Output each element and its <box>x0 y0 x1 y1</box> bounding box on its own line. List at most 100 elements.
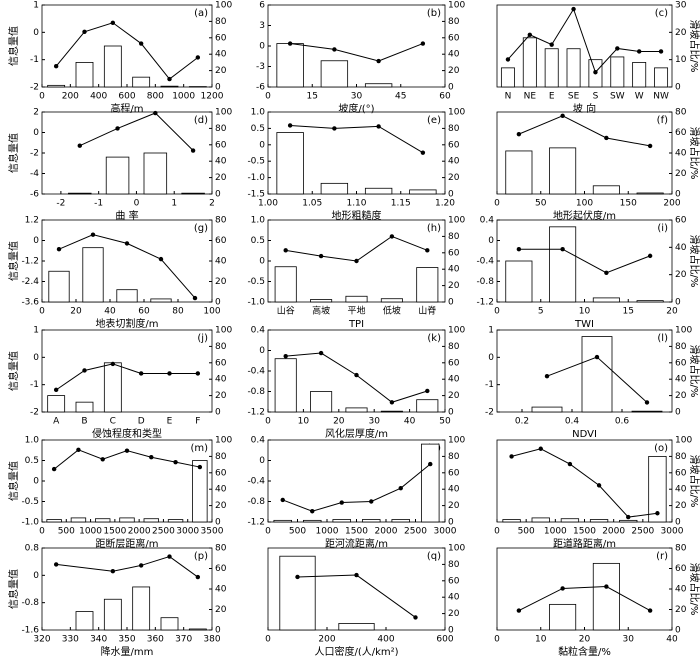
x-tick-label: 20 <box>70 307 82 317</box>
bar <box>276 132 304 195</box>
y-tick-label: 0.5 <box>251 236 265 246</box>
point <box>110 20 116 25</box>
y-tick-label: 1.0 <box>25 436 40 446</box>
point <box>354 258 359 264</box>
point <box>124 448 130 453</box>
point <box>77 143 82 148</box>
point <box>626 514 631 520</box>
y-tick-label: 0.5 <box>251 124 265 134</box>
x-tick-label: 1.00 <box>258 199 278 209</box>
x-tick-label: 2500 <box>631 527 654 537</box>
y-tick-label: -0.4 <box>247 367 265 377</box>
x-tick-label: 60 <box>439 92 451 102</box>
y2-tick-label: 60 <box>448 576 460 586</box>
bar <box>188 628 207 631</box>
y2-tick-label: 40 <box>448 157 460 167</box>
y-tick-label: -0.5 <box>247 277 265 287</box>
y-tick-label: -6 <box>256 83 265 93</box>
y-tick-label: 0 <box>33 128 39 138</box>
y-tick-label: -2 <box>30 83 39 93</box>
bar <box>132 76 151 88</box>
y2-tick-label: 100 <box>448 544 465 554</box>
point <box>593 70 598 75</box>
y2-tick-label: 20 <box>675 270 687 280</box>
y2-tick-label: 0 <box>448 190 454 200</box>
y2-tick-label: 20 <box>675 391 687 401</box>
x-tick-label: 50 <box>535 199 547 209</box>
point <box>295 574 300 580</box>
point <box>197 464 203 470</box>
point <box>538 446 543 451</box>
point <box>549 42 554 47</box>
x-tick-label: 800 <box>147 92 164 102</box>
point <box>560 247 565 252</box>
x-tick-label: 45 <box>395 92 406 102</box>
x-tick-label: 20 <box>579 635 591 645</box>
x-tick-label: 3000 <box>176 527 199 537</box>
x-tick-label: A <box>53 417 60 427</box>
y2-tick-label: 40 <box>448 485 460 495</box>
point <box>283 353 288 359</box>
y2-tick-label: 40 <box>215 50 227 60</box>
y2-tick-label: 40 <box>215 157 227 167</box>
x-tick-label: 380 <box>203 635 220 645</box>
panel-label: (b) <box>427 8 441 19</box>
bar <box>566 48 581 88</box>
y2-tick-label: 100 <box>448 108 465 118</box>
x-tick-label: 100 <box>203 307 220 317</box>
point <box>389 400 395 405</box>
y-tick-label: -1.0 <box>247 298 265 308</box>
x-tick-label: 0.4 <box>565 417 580 427</box>
y-tick-label: 0 <box>259 257 265 267</box>
bar <box>46 519 62 523</box>
panel-label: (e) <box>427 115 441 126</box>
y-tick-label: -1 <box>30 380 39 390</box>
y-tick-label: -2 <box>30 408 39 418</box>
plot-frame <box>41 329 213 413</box>
x-axis-label: NDVI <box>572 429 597 440</box>
y-tick-label: 0.5 <box>25 456 39 466</box>
y2-tick-label: 60 <box>215 140 227 150</box>
bar <box>416 399 439 413</box>
x-tick-label: 0 <box>134 199 140 209</box>
y2-tick-label: 100 <box>215 1 232 11</box>
line <box>290 124 424 154</box>
bar <box>332 519 351 523</box>
line <box>290 43 424 62</box>
y2-tick-label: 40 <box>675 243 687 253</box>
bar <box>632 62 647 88</box>
point <box>354 372 359 378</box>
y2-tick-label: 20 <box>675 605 687 615</box>
y2-tick-label: 80 <box>215 124 227 134</box>
bar <box>274 358 297 413</box>
y2-tick-label: 100 <box>215 436 232 446</box>
y2-tick-label: 0 <box>675 83 681 93</box>
point <box>51 466 57 472</box>
x-tick-label: W <box>635 92 644 102</box>
plot-frame <box>496 4 673 88</box>
y2-tick-label: 0 <box>675 518 681 528</box>
point <box>138 563 144 568</box>
x-tick-label: N <box>505 92 512 102</box>
y2-tick-label: 60 <box>215 468 227 478</box>
panel-label: (q) <box>427 551 441 562</box>
y2-tick-label: 60 <box>675 128 687 138</box>
point <box>636 49 642 54</box>
x-tick-label: 10 <box>535 635 547 645</box>
point <box>527 32 533 37</box>
point <box>158 256 164 262</box>
plot-frame <box>41 547 213 631</box>
x-tick-label: 1200 <box>201 92 224 102</box>
y-axis-label: 信息量值 <box>7 241 20 281</box>
y2-tick-label: 0 <box>675 298 681 308</box>
y2-tick-label: 60 <box>448 140 460 150</box>
y2-tick-label: 20 <box>675 28 687 38</box>
point <box>82 29 87 34</box>
y2-tick-label: 80 <box>675 342 687 352</box>
y2-tick-label: 0 <box>215 518 221 528</box>
bar <box>636 192 664 195</box>
x-tick-label: 40 <box>104 307 116 317</box>
bar <box>592 297 620 303</box>
y-tick-label: -2.4 <box>21 277 39 287</box>
x-axis-label: 曲 率 <box>115 209 138 222</box>
